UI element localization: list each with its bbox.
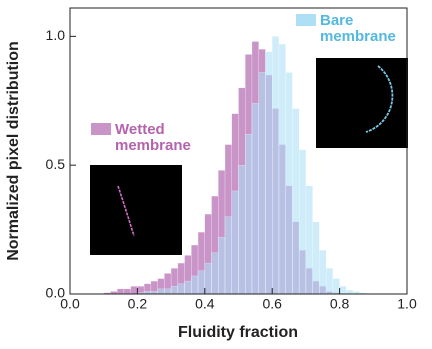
histogram-bar	[326, 268, 333, 294]
x-tick-label: 0.8	[330, 296, 350, 312]
legend-swatch	[91, 123, 111, 135]
inset-image	[316, 58, 408, 148]
histogram-bar	[171, 286, 178, 294]
y-tick-label: 1.0	[46, 27, 66, 43]
histogram-bar	[158, 289, 165, 294]
histogram-bar	[239, 165, 246, 294]
histogram-bar	[299, 150, 306, 294]
histogram-bar	[232, 191, 239, 294]
histogram-bar	[346, 290, 353, 294]
histogram-bar	[333, 279, 340, 294]
x-tick-label: 1.0	[397, 296, 417, 312]
histogram-bar	[272, 36, 279, 294]
x-axis-label: Fluidity fraction	[178, 324, 298, 341]
histogram-bar	[306, 186, 313, 294]
histogram-bar	[245, 134, 252, 294]
histogram-bar	[185, 281, 192, 294]
legend-label: Wetted membrane	[115, 122, 195, 154]
histogram-bar	[313, 222, 320, 294]
histogram-bar	[265, 52, 272, 294]
x-tick-label: 0.4	[195, 296, 215, 312]
x-tick-label: 0.2	[128, 296, 148, 312]
y-axis-label: Normalized pixel distribution	[5, 41, 22, 261]
legend-item: Wetted membrane	[91, 122, 195, 154]
chart: Fluidity fraction Normalized pixel distr…	[0, 0, 432, 344]
y-tick-label: 0.5	[46, 156, 66, 172]
histogram-bar	[252, 103, 259, 294]
histogram-bar	[191, 276, 198, 294]
histogram-bar	[279, 44, 286, 294]
histogram-bar	[124, 289, 131, 294]
histogram-bar	[117, 289, 124, 294]
legend-label: Bare membrane	[320, 13, 400, 45]
histogram-bar	[225, 217, 232, 294]
inset-image	[90, 165, 182, 255]
histogram-bar	[259, 72, 266, 294]
legend-swatch	[296, 14, 316, 26]
histogram-bar	[131, 286, 138, 294]
histogram-bar	[178, 284, 185, 294]
histogram-bar	[319, 250, 326, 294]
x-tick-label: 0.6	[262, 296, 282, 312]
histogram-bar	[164, 289, 171, 294]
page: Fluidity fraction Normalized pixel distr…	[0, 0, 432, 344]
histogram-bar	[205, 263, 212, 294]
histogram-bar	[292, 108, 299, 294]
histogram-bar	[218, 237, 225, 294]
histogram-bar	[198, 271, 205, 294]
histogram-bar	[340, 286, 347, 294]
histogram-bar	[212, 253, 219, 294]
legend-item: Bare membrane	[296, 13, 400, 45]
y-tick-label: 0.0	[46, 285, 66, 301]
histogram-bar	[286, 72, 293, 294]
